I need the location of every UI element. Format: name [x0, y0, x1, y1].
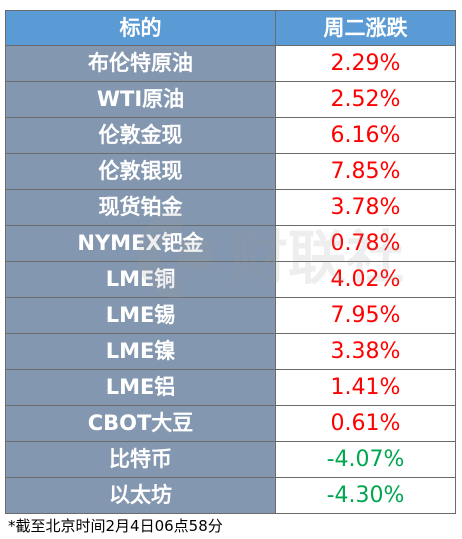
change-value: 3.38% — [275, 333, 456, 370]
table-row: CBOT大豆 0.61% — [5, 405, 456, 442]
price-change-table: 标的 周二涨跌 布伦特原油 2.29% WTI原油 2.52% 伦敦金现 6.16% 伦敦银… — [5, 10, 456, 514]
instrument-name: 伦敦金现 — [5, 117, 276, 154]
table-row: LME铝 1.41% — [5, 369, 456, 406]
table-row: 布伦特原油 2.29% — [5, 45, 456, 82]
table-row: LME锡 7.95% — [5, 297, 456, 334]
header-tuesday-change: 周二涨跌 — [275, 10, 456, 46]
table-row: LME镍 3.38% — [5, 333, 456, 370]
instrument-name: LME镍 — [5, 333, 276, 370]
instrument-name: 比特币 — [5, 441, 276, 478]
instrument-name: WTI原油 — [5, 81, 276, 118]
instrument-name: 布伦特原油 — [5, 45, 276, 82]
instrument-name: LME铝 — [5, 369, 276, 406]
table-header-row: 标的 周二涨跌 — [5, 10, 456, 46]
table-row: 现货铂金 3.78% — [5, 189, 456, 226]
table-row: 比特币 -4.07% — [5, 441, 456, 478]
change-value: 2.29% — [275, 45, 456, 82]
change-value: 3.78% — [275, 189, 456, 226]
change-value: -4.07% — [275, 441, 456, 478]
table-row: 以太坊 -4.30% — [5, 477, 456, 514]
table-row: 伦敦金现 6.16% — [5, 117, 456, 154]
instrument-name: LME锡 — [5, 297, 276, 334]
change-value: 1.41% — [275, 369, 456, 406]
change-value: -4.30% — [275, 477, 456, 514]
change-value: 6.16% — [275, 117, 456, 154]
instrument-name: LME铜 — [5, 261, 276, 298]
change-value: 2.52% — [275, 81, 456, 118]
instrument-name: CBOT大豆 — [5, 405, 276, 442]
instrument-name: 现货铂金 — [5, 189, 276, 226]
change-value: 0.61% — [275, 405, 456, 442]
instrument-name: NYMEX钯金 — [5, 225, 276, 262]
instrument-name: 伦敦银现 — [5, 153, 276, 190]
change-value: 0.78% — [275, 225, 456, 262]
header-instrument: 标的 — [5, 10, 276, 46]
instrument-name: 以太坊 — [5, 477, 276, 514]
table-row: WTI原油 2.52% — [5, 81, 456, 118]
table-row: NYMEX钯金 0.78% — [5, 225, 456, 262]
footnote: *截至北京时间2月4日06点58分 — [8, 517, 223, 535]
table-row: LME铜 4.02% — [5, 261, 456, 298]
table-row: 伦敦银现 7.85% — [5, 153, 456, 190]
change-value: 4.02% — [275, 261, 456, 298]
change-value: 7.85% — [275, 153, 456, 190]
change-value: 7.95% — [275, 297, 456, 334]
